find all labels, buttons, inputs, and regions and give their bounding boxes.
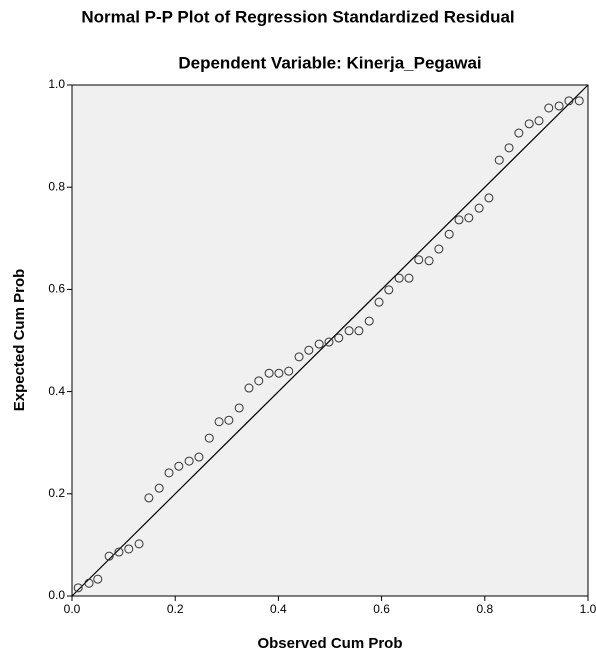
y-tick-label: 0.8 [48, 179, 65, 193]
y-tick-label: 1.0 [48, 77, 65, 91]
chart-title: Normal P-P Plot of Regression Standardiz… [81, 7, 514, 26]
y-tick-label: 0.0 [48, 588, 65, 602]
y-tick-label: 0.4 [48, 384, 65, 398]
y-tick-label: 0.6 [48, 282, 65, 296]
y-tick-label: 0.2 [48, 486, 65, 500]
x-tick-label: 0.4 [270, 602, 287, 616]
x-tick-label: 0.2 [167, 602, 184, 616]
chart: Normal P-P Plot of Regression Standardiz… [0, 0, 596, 654]
x-tick-label: 0.0 [64, 602, 81, 616]
chart-subtitle: Dependent Variable: Kinerja_Pegawai [178, 53, 481, 72]
x-tick-label: 0.6 [373, 602, 390, 616]
y-axis-label: Expected Cum Prob [11, 269, 28, 412]
x-axis-label: Observed Cum Prob [257, 635, 402, 652]
x-tick-label: 0.8 [476, 602, 493, 616]
x-tick-label: 1.0 [580, 602, 596, 616]
